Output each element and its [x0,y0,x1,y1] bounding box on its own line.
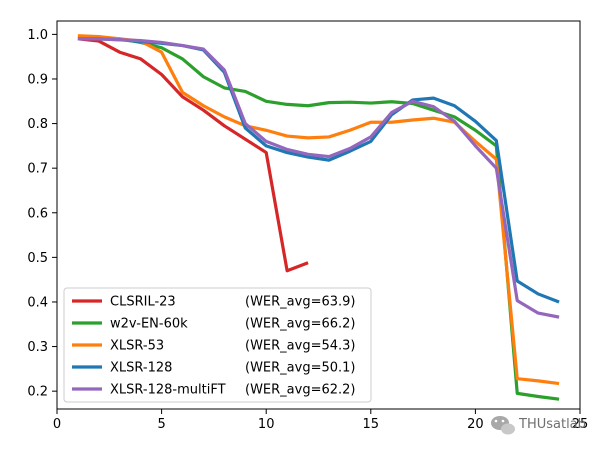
y-tick-label: 0.8 [27,117,48,132]
legend-entry-wer: (WER_avg=63.9) [245,295,356,310]
legend-entry-wer: (WER_avg=66.2) [245,317,356,332]
axes-frame [56,20,581,410]
y-tick-label: 0.7 [27,162,48,177]
series-line-xlsr-128 [77,37,560,304]
series-layer [77,34,560,401]
y-tick-label: 0.4 [27,295,48,310]
x-tick-label: 25 [572,417,589,432]
x-tick-label: 20 [467,417,484,432]
legend: CLSRIL-23 (WER_avg=63.9) w2v-EN-60k (WER_av… [63,287,372,403]
x-tick-label: 10 [258,417,275,432]
wechat-icon [491,416,515,435]
y-tick-label: 1.0 [27,28,48,43]
y-axis-ticks: 0.2 0.3 0.4 0.5 0.6 0.7 0.8 0.9 1.0 [27,28,57,400]
legend-entry-name: XLSR-53 [110,339,164,354]
legend-entry-name: XLSR-128-multiFT [110,383,226,398]
legend-entry-wer: (WER_avg=50.1) [245,361,356,376]
legend-entry-wer: (WER_avg=62.2) [245,383,356,398]
legend-box [63,287,372,403]
series-line-xlsr-128-multift [77,37,560,319]
legend-entry-name: XLSR-128 [110,361,172,376]
y-tick-label: 0.6 [27,206,48,221]
x-axis-ticks: 0 5 10 15 20 25 [53,409,588,432]
legend-entry-name: CLSRIL-23 [110,295,176,310]
y-tick-label: 0.3 [27,340,48,355]
series-line-clsril-23 [77,37,309,273]
watermark: THUsatlab [491,416,586,435]
y-tick-label: 0.5 [27,251,48,266]
series-line-xlsr-53 [77,34,560,386]
x-tick-label: 5 [157,417,165,432]
y-tick-label: 0.9 [27,72,48,87]
y-tick-label: 0.2 [27,385,48,400]
legend-entry-name: w2v-EN-60k [110,317,188,332]
x-tick-label: 0 [53,417,61,432]
legend-entry-wer: (WER_avg=54.3) [245,339,356,354]
series-line-w2v-en-60k [77,35,560,401]
watermark-text: THUsatlab [518,417,586,432]
x-tick-label: 15 [363,417,380,432]
